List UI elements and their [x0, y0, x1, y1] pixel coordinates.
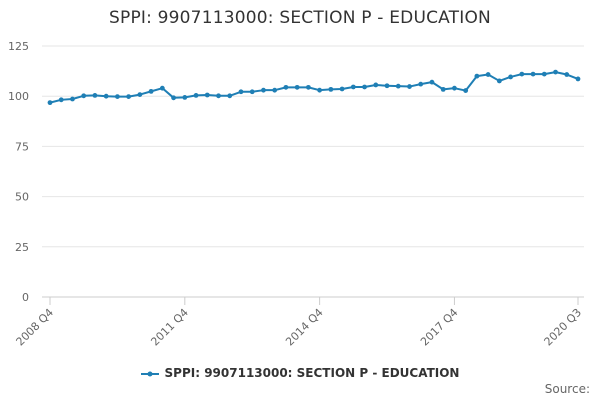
data-point[interactable] — [47, 100, 53, 106]
x-tick-label: 2014 Q4 — [283, 306, 326, 349]
y-tick-label: 75 — [15, 140, 29, 153]
legend-label: SPPI: 9907113000: SECTION P - EDUCATION — [164, 366, 460, 380]
data-point[interactable] — [137, 92, 143, 97]
y-tick-label: 125 — [8, 40, 29, 53]
data-point[interactable] — [70, 96, 75, 102]
data-point[interactable] — [272, 87, 278, 93]
data-point[interactable] — [474, 73, 480, 79]
data-point[interactable] — [407, 84, 412, 89]
data-point[interactable] — [283, 84, 289, 90]
x-axis-ticks: 2008 Q4 2011 Q4 2014 Q4 2017 Q4 2020 Q3 — [14, 297, 585, 349]
y-tick-label: 50 — [15, 191, 29, 204]
x-tick-label: 2020 Q3 — [542, 306, 585, 349]
y-tick-label: 100 — [8, 90, 29, 103]
data-point[interactable] — [204, 92, 210, 98]
grid-lines — [42, 45, 584, 298]
data-point[interactable] — [463, 88, 469, 93]
x-tick-label: 2011 Q4 — [148, 306, 191, 349]
data-point[interactable] — [384, 83, 390, 89]
data-point[interactable] — [541, 71, 547, 77]
data-point[interactable] — [373, 82, 379, 88]
data-point[interactable] — [485, 72, 491, 77]
data-point[interactable] — [81, 93, 87, 99]
data-point[interactable] — [249, 89, 255, 95]
data-point[interactable] — [159, 85, 165, 91]
data-point[interactable] — [418, 81, 424, 87]
data-point[interactable] — [317, 87, 323, 93]
data-point[interactable] — [362, 84, 367, 90]
legend-swatch-icon — [140, 371, 159, 376]
data-point[interactable] — [58, 97, 64, 103]
chart-title: SPPI: 9907113000: SECTION P - EDUCATION — [109, 8, 491, 28]
data-point[interactable] — [564, 72, 570, 77]
data-point[interactable] — [115, 94, 120, 100]
data-point[interactable] — [305, 84, 311, 90]
data-point[interactable] — [350, 84, 356, 90]
data-point[interactable] — [328, 86, 334, 92]
x-tick-label: 2017 Q4 — [418, 306, 461, 349]
x-tick-label: 2008 Q4 — [14, 306, 57, 349]
y-axis-ticks: 0 25 50 75 100 125 — [8, 40, 29, 304]
data-point[interactable] — [575, 76, 581, 82]
data-point[interactable] — [294, 84, 300, 90]
data-point[interactable] — [171, 95, 176, 101]
y-tick-label: 25 — [15, 241, 29, 254]
data-point[interactable] — [553, 69, 558, 75]
data-point[interactable] — [440, 86, 446, 92]
data-point[interactable] — [148, 88, 154, 94]
data-point[interactable] — [530, 71, 536, 77]
series-layer — [47, 69, 581, 106]
data-point[interactable] — [496, 78, 502, 84]
data-point[interactable] — [452, 85, 457, 91]
data-point[interactable] — [182, 95, 188, 100]
data-point[interactable] — [395, 83, 401, 89]
data-point[interactable] — [92, 92, 98, 98]
data-point[interactable] — [216, 93, 221, 99]
data-point[interactable] — [103, 93, 109, 99]
data-point[interactable] — [429, 79, 435, 85]
source-label[interactable]: Source: — [544, 382, 590, 396]
legend[interactable]: SPPI: 9907113000: SECTION P - EDUCATION — [0, 366, 600, 380]
data-point[interactable] — [508, 74, 513, 80]
data-point[interactable] — [261, 87, 266, 93]
data-point[interactable] — [193, 92, 199, 98]
data-point[interactable] — [126, 94, 132, 100]
data-point[interactable] — [227, 93, 233, 99]
data-point[interactable] — [519, 71, 525, 77]
y-tick-label: 0 — [22, 291, 29, 304]
data-point[interactable] — [339, 86, 345, 92]
data-point[interactable] — [238, 89, 244, 95]
